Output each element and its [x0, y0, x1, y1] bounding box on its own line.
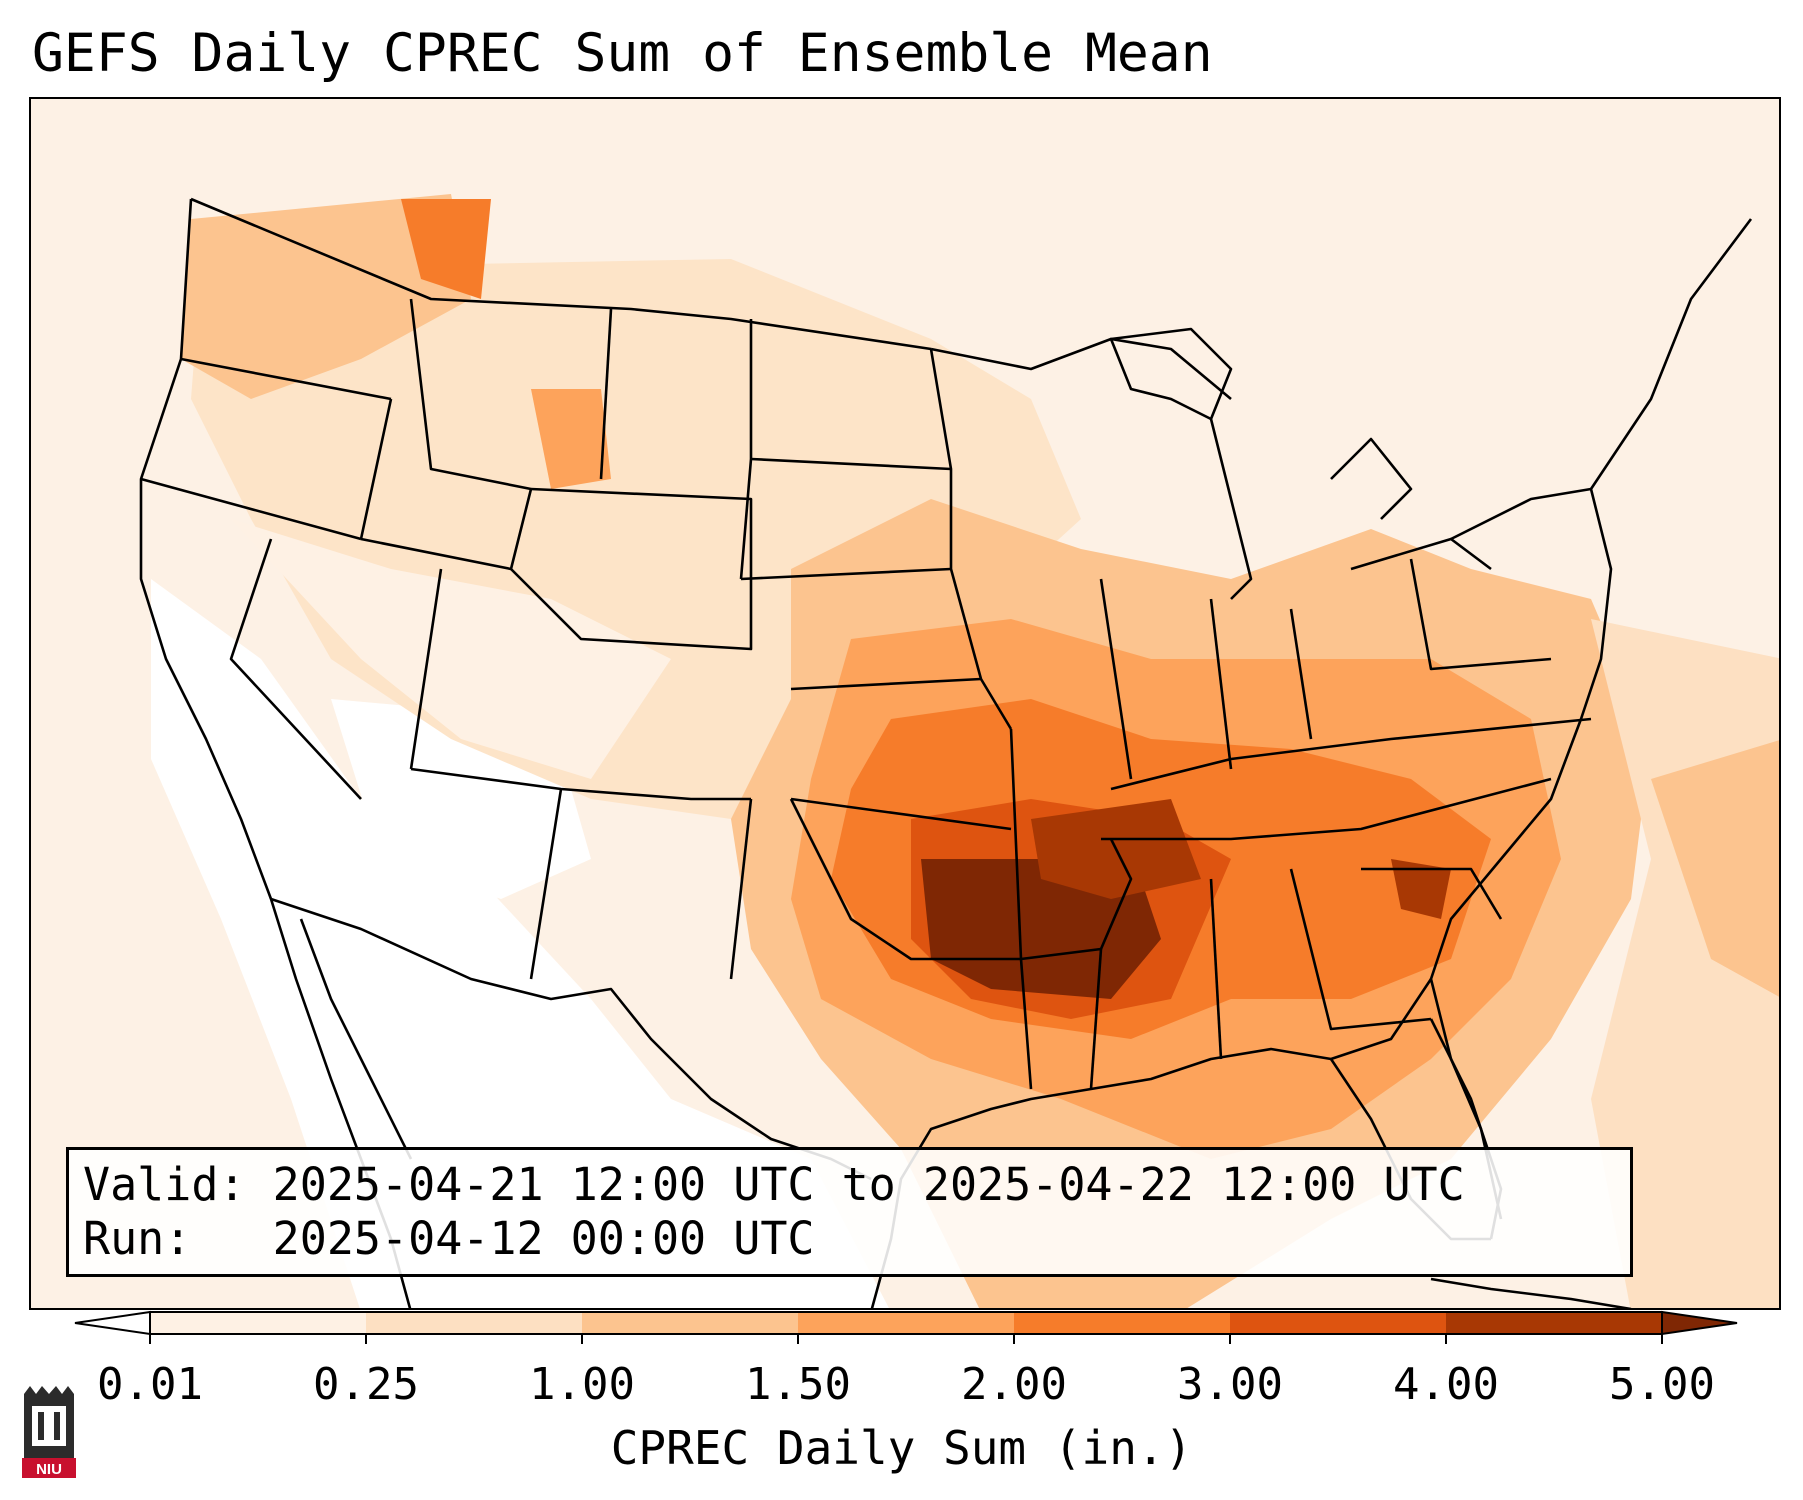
niu-logo-text: NIU [36, 1461, 62, 1478]
precipitation-map [29, 97, 1781, 1310]
id-west-border [359, 398, 393, 540]
valid-run-info-box: Valid: 2025-04-21 12:00 UTC to 2025-04-2… [66, 1147, 1633, 1277]
nm-tx-border [729, 798, 753, 980]
colorbar-under-arrow [74, 1310, 151, 1336]
valid-line: Valid: 2025-04-21 12:00 UTC to 2025-04-2… [83, 1158, 1630, 1212]
nv-border [229, 538, 362, 800]
ms-al-west [1089, 948, 1103, 1090]
colorbar-segment [150, 1312, 367, 1334]
run-label: Run: [83, 1212, 192, 1265]
cuba-outline [1430, 1277, 1632, 1308]
colorbar-tick-label: 5.00 [1609, 1359, 1715, 1410]
al-ga-border [1209, 878, 1223, 1060]
colorbar-tick-label: 3.00 [1177, 1359, 1283, 1410]
mt-wy-border [599, 308, 613, 480]
colorbar-segment [1230, 1312, 1447, 1334]
colorbar-tick-label: 0.01 [97, 1359, 203, 1410]
colorbar-outline [149, 1311, 1663, 1335]
in-oh-border [1209, 598, 1233, 770]
az-nm-top [410, 767, 751, 801]
chart-title: GEFS Daily CPREC Sum of Ensemble Mean [32, 23, 1213, 84]
colorbar-tick-label: 1.50 [745, 1359, 851, 1410]
ks-ok-border [790, 797, 1012, 831]
map-canvas [31, 99, 1779, 1308]
il-in-border [1099, 578, 1133, 780]
lake-michigan-shore [1209, 418, 1253, 600]
east-coastline [1429, 488, 1613, 1220]
colorbar-segment [582, 1312, 799, 1334]
valid-value: 2025-04-21 12:00 UTC to 2025-04-22 12:00… [272, 1158, 1465, 1211]
lake-ontario-shore [1450, 487, 1592, 541]
ne-ks-border [790, 677, 982, 691]
wa-or-border [180, 357, 392, 401]
colorbar-over-arrow [1661, 1310, 1738, 1336]
mt-id-border [409, 298, 532, 491]
wy-co-borders [510, 487, 753, 651]
colorbar-segment [798, 1312, 1015, 1334]
colorbar-segment [366, 1312, 583, 1334]
tn-nc-border [1101, 777, 1552, 841]
canada-border-west [190, 197, 932, 351]
az-nm-border [529, 788, 563, 980]
ut-az-line [409, 568, 443, 770]
colorbar-segments [74, 1310, 1738, 1336]
pa-border [1409, 558, 1552, 671]
colorbar-tick-label: 0.25 [313, 1359, 419, 1410]
colorbar-label: CPREC Daily Sum (in.) [610, 1421, 1193, 1475]
colorbar-tick-label: 1.00 [529, 1359, 635, 1410]
sd-ne-border [740, 567, 952, 581]
colorbar-tick-label: 4.00 [1393, 1359, 1499, 1410]
ky-va-border [1110, 717, 1592, 791]
colorbar-tick-label: 2.00 [961, 1359, 1067, 1410]
colorbar-segment [1446, 1312, 1663, 1334]
ar-la-border [1020, 838, 1133, 961]
nd-sd-border [750, 457, 952, 471]
colorbar-segment [1014, 1312, 1231, 1334]
niu-logo-icon: NIU [22, 1386, 76, 1478]
lake-huron-shore [1330, 437, 1413, 520]
northeast-coast [1589, 218, 1753, 490]
colorbar [74, 1310, 1738, 1344]
run-value: 2025-04-12 00:00 UTC [272, 1212, 815, 1265]
ok-tx-border [789, 798, 1021, 961]
run-line: Run: 2025-04-12 00:00 UTC [83, 1212, 1630, 1266]
ga-fl-border [1289, 868, 1432, 1031]
oh-wv-border [1289, 608, 1313, 740]
sc-border [1361, 867, 1503, 920]
valid-label: Valid: [83, 1158, 246, 1211]
baja-peninsula [299, 918, 413, 1160]
or-ca-border [140, 477, 362, 541]
precip-fill-layer [31, 99, 1779, 1308]
colorbar-ticks [149, 1334, 1663, 1344]
